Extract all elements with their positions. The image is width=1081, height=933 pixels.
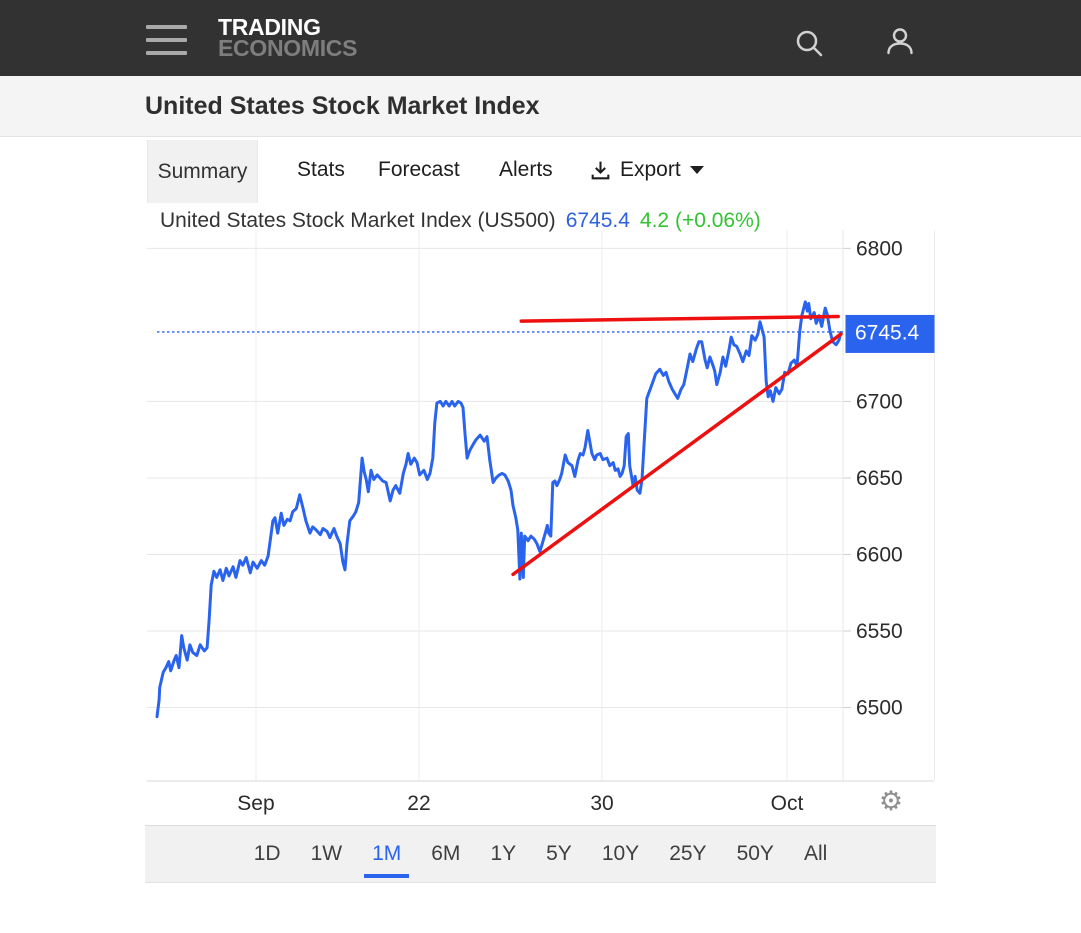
active-range-underline [364, 874, 410, 878]
search-icon [796, 30, 823, 57]
y-axis-label: 6650 [856, 467, 903, 490]
price-chart: 6800 6700 6650 6600 6550 6500 Sep 22 30 Oct 6745.4 [147, 230, 935, 815]
user-icon [887, 28, 913, 55]
account-button[interactable] [883, 25, 917, 59]
range-selector: 1D 1W 1M 6M 1Y 5Y 10Y 25Y 50Y All [145, 825, 936, 883]
download-icon [591, 161, 610, 179]
trendline-resistance [519, 314, 840, 323]
page-title: United States Stock Market Index [145, 92, 540, 120]
x-axis-label: Oct [771, 792, 804, 815]
price-tag [845, 314, 935, 353]
search-button[interactable] [793, 27, 827, 61]
tab-stats[interactable]: Stats [297, 158, 345, 181]
price-series-line [155, 300, 843, 719]
hamburger-menu-button[interactable] [146, 25, 187, 55]
chart-title: United States Stock Market Index (US500) [160, 209, 556, 232]
trendline-support [511, 332, 843, 577]
y-axis-label: 6600 [856, 543, 903, 566]
x-axis-label: Sep [237, 792, 274, 815]
range-1y[interactable]: 1Y [475, 826, 531, 882]
export-label: Export [620, 158, 681, 181]
range-6m[interactable]: 6M [416, 826, 475, 882]
hamburger-icon [146, 51, 187, 55]
trading-economics-logo[interactable]: TRADING ECONOMICS [218, 14, 358, 61]
y-axis-label: 6700 [856, 390, 903, 413]
y-axis-label: 6550 [856, 620, 903, 643]
hamburger-icon [146, 38, 187, 42]
tab-alerts[interactable]: Alerts [499, 158, 553, 181]
tab-summary[interactable]: Summary [147, 140, 258, 203]
x-axis-label: 22 [407, 792, 430, 815]
range-1w[interactable]: 1W [296, 826, 358, 882]
range-1d[interactable]: 1D [239, 826, 296, 882]
y-axis-label: 6800 [856, 237, 903, 260]
price-tag-label: 6745.4 [855, 321, 920, 344]
tab-forecast[interactable]: Forecast [378, 158, 460, 181]
hamburger-icon [146, 25, 187, 29]
chart-change: 4.2 (+0.06%) [639, 209, 761, 232]
x-axis-label: 30 [590, 792, 613, 815]
range-1m[interactable]: 1M [357, 826, 416, 882]
range-5y[interactable]: 5Y [531, 826, 587, 882]
chart-header: United States Stock Market Index (US500)… [160, 209, 761, 233]
range-10y[interactable]: 10Y [587, 826, 654, 882]
chart-container: United States Stock Market Index (US500)… [145, 203, 936, 884]
chart-last-price: 6745.4 [565, 209, 630, 232]
export-menu-button[interactable]: Export [588, 137, 704, 203]
tab-bar: Summary Stats Forecast Alerts Export [0, 137, 1081, 203]
logo-line-1: TRADING [218, 14, 321, 40]
range-1m-label: 1M [372, 842, 402, 865]
range-50y[interactable]: 50Y [722, 826, 789, 882]
caret-down-icon [689, 166, 704, 174]
top-nav-bar: TRADING ECONOMICS [0, 0, 1081, 76]
logo-line-2: ECONOMICS [218, 35, 358, 61]
range-all[interactable]: All [789, 826, 842, 882]
range-25y[interactable]: 25Y [654, 826, 721, 882]
chart-settings-gear-icon[interactable]: ⚙ [878, 786, 904, 817]
page-title-bar: United States Stock Market Index [0, 76, 1081, 137]
y-axis-label: 6500 [856, 697, 903, 720]
